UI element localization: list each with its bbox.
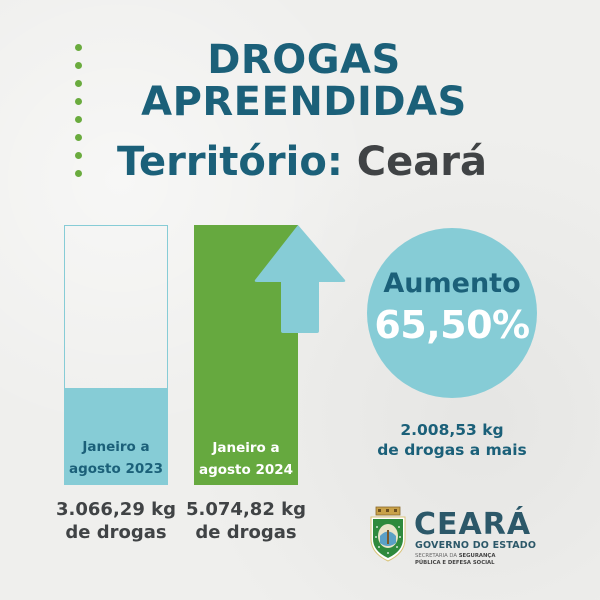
- dot-icon: [75, 134, 82, 141]
- difference-amount: 2.008,53 kg: [400, 421, 504, 439]
- bar-2023-label: Janeiro a agosto 2023: [65, 436, 167, 480]
- bar-2024-label-line2: agosto 2024: [198, 462, 294, 478]
- arrow-up-icon: [254, 225, 346, 333]
- bar-2023-fill: [65, 388, 167, 484]
- amount-2023: 3.066,29 kg de drogas: [51, 498, 181, 544]
- dot-icon: [75, 170, 82, 177]
- decorative-dots: [75, 44, 85, 184]
- amount-2023-suffix: de drogas: [65, 522, 167, 543]
- secretaria-line2: PÚBLICA E DEFESA SOCIAL: [415, 560, 495, 566]
- difference-suffix: de drogas a mais: [377, 441, 527, 459]
- dot-icon: [75, 152, 82, 159]
- amount-2024-value: 5.074,82 kg: [186, 499, 306, 520]
- dot-icon: [75, 116, 82, 123]
- secretaria-line1b: SEGURANÇA: [458, 553, 496, 559]
- increase-circle: Aumento 65,50%: [367, 228, 537, 398]
- title-line-2: APREENDIDAS: [141, 79, 467, 125]
- bar-2023-label-line1: Janeiro a: [82, 439, 150, 455]
- dot-icon: [75, 44, 82, 51]
- secretaria-line1a: SECRETARIA DA: [415, 553, 459, 559]
- dot-icon: [75, 62, 82, 69]
- increase-value: 65,50%: [374, 303, 530, 347]
- subtitle-prefix: Território:: [117, 139, 343, 185]
- amount-2023-value: 3.066,29 kg: [56, 499, 176, 520]
- coat-of-arms-icon: [370, 506, 406, 562]
- amount-2024: 5.074,82 kg de drogas: [181, 498, 311, 544]
- subtitle: Território: Ceará: [0, 137, 600, 187]
- logo-name: CEARÁ: [414, 507, 532, 542]
- government-logo: CEARÁ GOVERNO DO ESTADO SECRETARIA DA SE…: [368, 505, 548, 567]
- bar-2024-label: Janeiro a agosto 2024: [194, 437, 298, 481]
- dot-icon: [75, 98, 82, 105]
- bar-2023-label-line2: agosto 2023: [68, 461, 164, 477]
- bar-2024-label-line1: Janeiro a: [212, 440, 280, 456]
- logo-subtitle: GOVERNO DO ESTADO: [415, 540, 537, 551]
- title-line-1: DROGAS: [207, 37, 401, 83]
- amount-2024-suffix: de drogas: [195, 522, 297, 543]
- difference-text: 2.008,53 kg de drogas a mais: [360, 420, 544, 460]
- bar-2023: Janeiro a agosto 2023: [64, 225, 168, 485]
- dot-icon: [75, 80, 82, 87]
- logo-secretaria: SECRETARIA DA SEGURANÇA PÚBLICA E DEFESA…: [415, 553, 495, 567]
- increase-label: Aumento: [383, 268, 521, 299]
- subtitle-place: Ceará: [356, 139, 487, 185]
